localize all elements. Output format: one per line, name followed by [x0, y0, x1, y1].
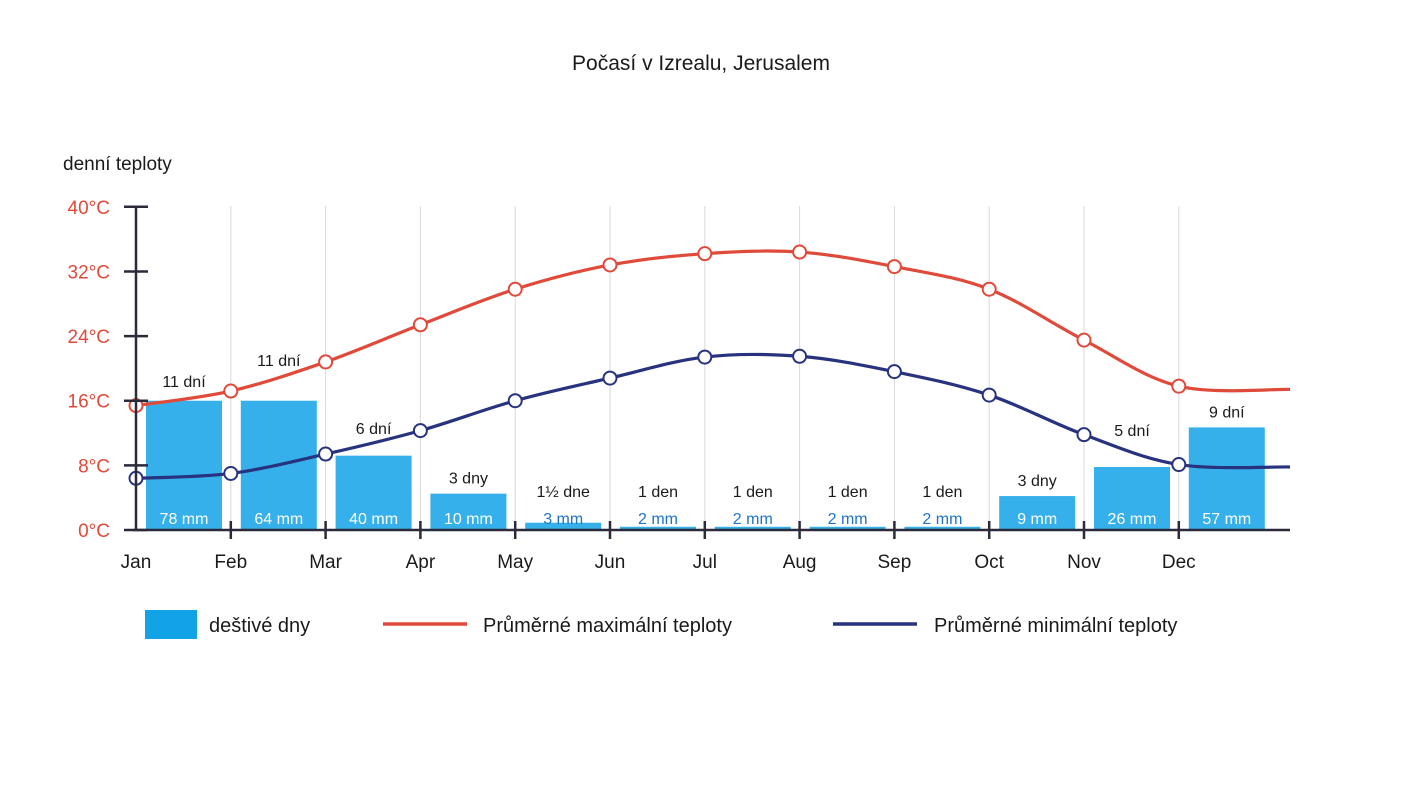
rain-mm-label: 78 mm [160, 511, 209, 528]
min-temperature-point [507, 393, 523, 409]
rainy-days-label: 11 dní [257, 353, 301, 370]
rainy-days-label: 3 dny [449, 471, 488, 488]
legend: deštivé dny Průměrné maximální teploty Prů… [145, 610, 1177, 639]
max-temperature-point [1076, 332, 1092, 348]
y-tick-label: 8°C [78, 456, 110, 477]
x-tick-label: Dec [1162, 552, 1196, 573]
rainy-days-label: 1 den [638, 484, 678, 501]
x-tick-label: Sep [877, 552, 911, 573]
rain-bar [809, 526, 886, 530]
rain-bar [1188, 427, 1265, 530]
rainy-days-label: 11 dní [162, 374, 206, 391]
rain-bar [146, 400, 222, 530]
x-tick-label: Jun [595, 552, 626, 573]
x-tick-label: Aug [783, 552, 817, 573]
y-tick-label: 16°C [68, 392, 110, 413]
y-tick-label: 32°C [68, 262, 110, 283]
min-temperature-point [412, 423, 428, 439]
rainy-days-label: 5 dní [1114, 423, 1150, 440]
max-temperature-point [602, 257, 618, 273]
rain-mm-label: 2 mm [922, 511, 962, 528]
x-tick-label: May [497, 552, 533, 573]
rain-bars [146, 400, 1265, 530]
rain-mm-label: 57 mm [1202, 511, 1251, 528]
rain-mm-label: 2 mm [828, 511, 868, 528]
y-tick-label: 40°C [68, 198, 110, 219]
min-temperature-point [602, 370, 618, 386]
rainy-days-label: 1 den [922, 484, 962, 501]
legend-label-max: Průměrné maximální teploty [483, 615, 732, 637]
rain-mm-label: 10 mm [444, 511, 493, 528]
max-temperature-point [886, 259, 902, 275]
rain-bar [430, 493, 507, 530]
max-temperature-point [223, 383, 239, 399]
rainy-days-label: 1 den [828, 484, 868, 501]
rain-mm-label: 2 mm [638, 511, 678, 528]
max-temperature-point [981, 281, 997, 297]
max-temperature-line [135, 249, 1291, 408]
min-temperature-point [697, 349, 713, 365]
rain-mm-label: 64 mm [254, 511, 303, 528]
max-temperature-point [792, 244, 808, 260]
y-tick-label: 24°C [68, 327, 110, 348]
rain-bar [999, 496, 1076, 530]
x-tick-label: Mar [309, 552, 342, 573]
x-tick-label: Nov [1067, 552, 1101, 573]
x-tick-label: Oct [974, 552, 1004, 573]
rain-mm-label: 3 mm [543, 511, 583, 528]
x-tick-label: Jan [121, 552, 152, 573]
rain-bar [335, 455, 412, 530]
chart-title: Počasí v Izrealu, Jerusalem [572, 52, 830, 75]
x-tick-label: Apr [406, 552, 436, 573]
max-temperature-point [318, 354, 334, 370]
legend-label-min: Průměrné minimální teploty [934, 615, 1177, 637]
y-tick-label: 0°C [78, 521, 110, 542]
min-temperature-point [1171, 457, 1187, 473]
min-temperature-point [886, 364, 902, 380]
rain-mm-label: 9 mm [1017, 511, 1057, 528]
rainy-days-label: 3 dny [1018, 473, 1057, 490]
rain-bar [525, 522, 602, 530]
max-temperature-point [1171, 378, 1187, 394]
max-temperature-point [412, 317, 428, 333]
rainy-days-label: 9 dní [1209, 404, 1245, 421]
min-temperature-point [318, 446, 334, 462]
y-axis-label: denní teploty [63, 154, 172, 175]
axes: 0°C 8°C 16°C 24°C 32°C 40°C Jan Feb Mar Apr May Jun… [68, 198, 1290, 573]
rainy-days-label: 6 dní [356, 421, 392, 438]
min-temperature-point [1076, 427, 1092, 443]
min-temperature-point [792, 348, 808, 364]
max-temperature-point [697, 246, 713, 262]
rainy-days-label: 1 den [733, 484, 773, 501]
rainy-days-label: 1½ dne [537, 484, 590, 501]
rain-mm-label: 40 mm [349, 511, 398, 528]
min-temperature-point [981, 387, 997, 403]
data-labels: 78 mm 11 dní 64 mm 11 dní 40 mm 6 dní 10 mm 3 d… [160, 353, 1252, 528]
max-temperature-point [507, 281, 523, 297]
x-tick-label: Feb [214, 552, 247, 573]
rain-mm-label: 2 mm [733, 511, 773, 528]
rain-bar [1094, 466, 1170, 530]
rain-bar [904, 526, 981, 530]
legend-swatch-rain [145, 610, 197, 639]
rain-bar [620, 526, 696, 530]
rain-bar [714, 526, 791, 530]
min-temperature-point [223, 465, 239, 481]
rain-mm-label: 26 mm [1108, 511, 1157, 528]
legend-label-rain: deštivé dny [209, 615, 310, 637]
x-tick-label: Jul [693, 552, 717, 573]
